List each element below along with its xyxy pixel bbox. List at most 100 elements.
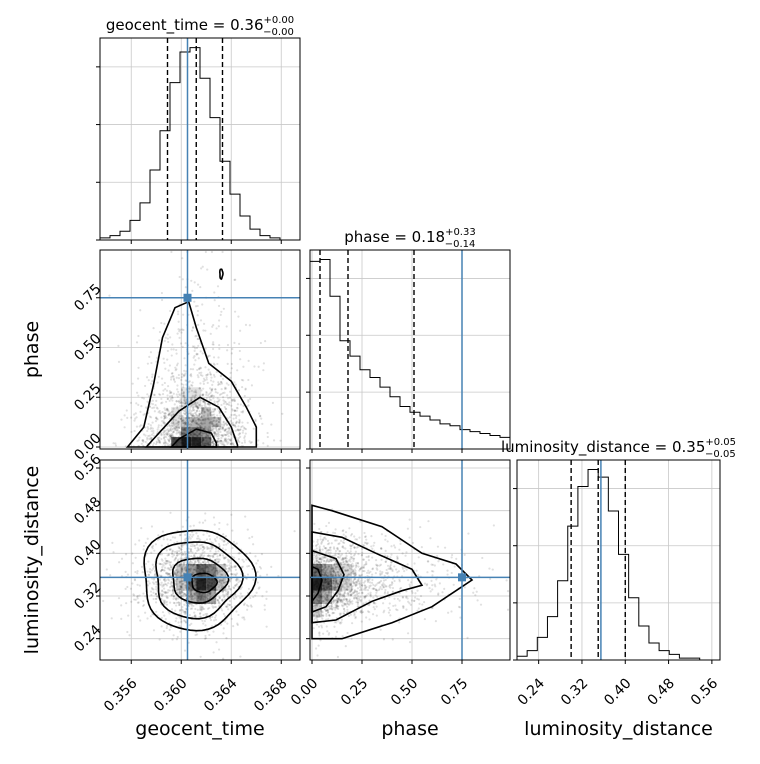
sample-point — [316, 623, 318, 625]
sample-point — [140, 527, 142, 529]
sample-point — [334, 609, 336, 611]
sample-point — [203, 554, 205, 556]
sample-point — [381, 588, 383, 590]
sample-point — [221, 443, 223, 445]
sample-point — [329, 546, 331, 548]
sample-point — [174, 551, 176, 553]
sample-point — [161, 625, 163, 627]
sample-point — [184, 534, 186, 536]
sample-point — [244, 441, 246, 443]
sample-point — [184, 613, 186, 615]
sample-point — [176, 591, 178, 593]
sample-point — [161, 299, 163, 301]
sample-point — [368, 618, 370, 620]
sample-point — [407, 528, 409, 530]
sample-point — [228, 585, 230, 587]
sample-point — [345, 531, 347, 533]
sample-point — [210, 396, 212, 398]
sample-point — [321, 617, 323, 619]
sample-point — [165, 337, 167, 339]
sample-point — [367, 570, 369, 572]
sample-point — [228, 429, 230, 431]
sample-point — [163, 431, 165, 433]
sample-point — [214, 616, 216, 618]
sample-point — [355, 616, 357, 618]
sample-point — [338, 542, 340, 544]
sample-point — [136, 572, 138, 574]
sample-point — [204, 512, 206, 514]
sample-point — [225, 401, 227, 403]
sample-point — [507, 609, 509, 611]
sample-point — [208, 634, 210, 636]
sample-point — [115, 444, 117, 446]
sample-point — [399, 543, 401, 545]
sample-point — [227, 397, 229, 399]
sample-point — [179, 631, 181, 633]
sample-point — [228, 401, 230, 403]
sample-point — [153, 442, 155, 444]
sample-point — [216, 414, 218, 416]
sample-point — [182, 314, 184, 316]
sample-point — [238, 422, 240, 424]
sample-point — [206, 548, 208, 550]
sample-point — [354, 573, 356, 575]
sample-point — [174, 610, 176, 612]
sample-point — [437, 546, 439, 548]
sample-point — [437, 592, 439, 594]
sample-point — [239, 358, 241, 360]
sample-point — [384, 598, 386, 600]
truth-marker — [184, 294, 192, 302]
sample-point — [151, 376, 153, 378]
sample-point — [120, 618, 122, 620]
sample-point — [204, 620, 206, 622]
sample-point — [158, 339, 160, 341]
sample-point — [152, 592, 154, 594]
sample-point — [111, 617, 113, 619]
sample-point — [234, 279, 236, 281]
sample-point — [210, 392, 212, 394]
sample-point — [143, 397, 145, 399]
sample-point — [342, 635, 344, 637]
sample-point — [442, 563, 444, 565]
sample-point — [166, 409, 168, 411]
sample-point — [229, 439, 231, 441]
sample-point — [135, 402, 137, 404]
sample-point — [190, 608, 192, 610]
sample-point — [354, 591, 356, 593]
sample-point — [166, 625, 168, 627]
sample-point — [221, 434, 223, 436]
sample-point — [239, 432, 241, 434]
sample-point — [223, 429, 225, 431]
sample-point — [251, 441, 253, 443]
x-tick-label: 0.00 — [288, 675, 321, 708]
sample-point — [414, 596, 416, 598]
sample-point — [197, 547, 199, 549]
sample-point — [181, 553, 183, 555]
sample-point — [241, 442, 243, 444]
sample-point — [231, 367, 233, 369]
sample-point — [361, 589, 363, 591]
sample-point — [155, 416, 157, 418]
sample-point — [326, 531, 328, 533]
sample-point — [195, 634, 197, 636]
sample-point — [130, 588, 132, 590]
sample-point — [225, 549, 227, 551]
sample-point — [432, 564, 434, 566]
sample-point — [136, 584, 138, 586]
sample-point — [360, 579, 362, 581]
sample-point — [150, 615, 152, 617]
sample-point — [163, 443, 165, 445]
sample-point — [207, 630, 209, 632]
sample-point — [198, 561, 200, 563]
sample-point — [405, 551, 407, 553]
sample-point — [152, 545, 154, 547]
sample-point — [390, 545, 392, 547]
sample-point — [164, 567, 166, 569]
sample-point — [390, 584, 392, 586]
sample-point — [178, 393, 180, 395]
sample-point — [185, 540, 187, 542]
sample-point — [167, 341, 169, 343]
sample-point — [227, 603, 229, 605]
sample-point — [173, 559, 175, 561]
sample-point — [160, 433, 162, 435]
